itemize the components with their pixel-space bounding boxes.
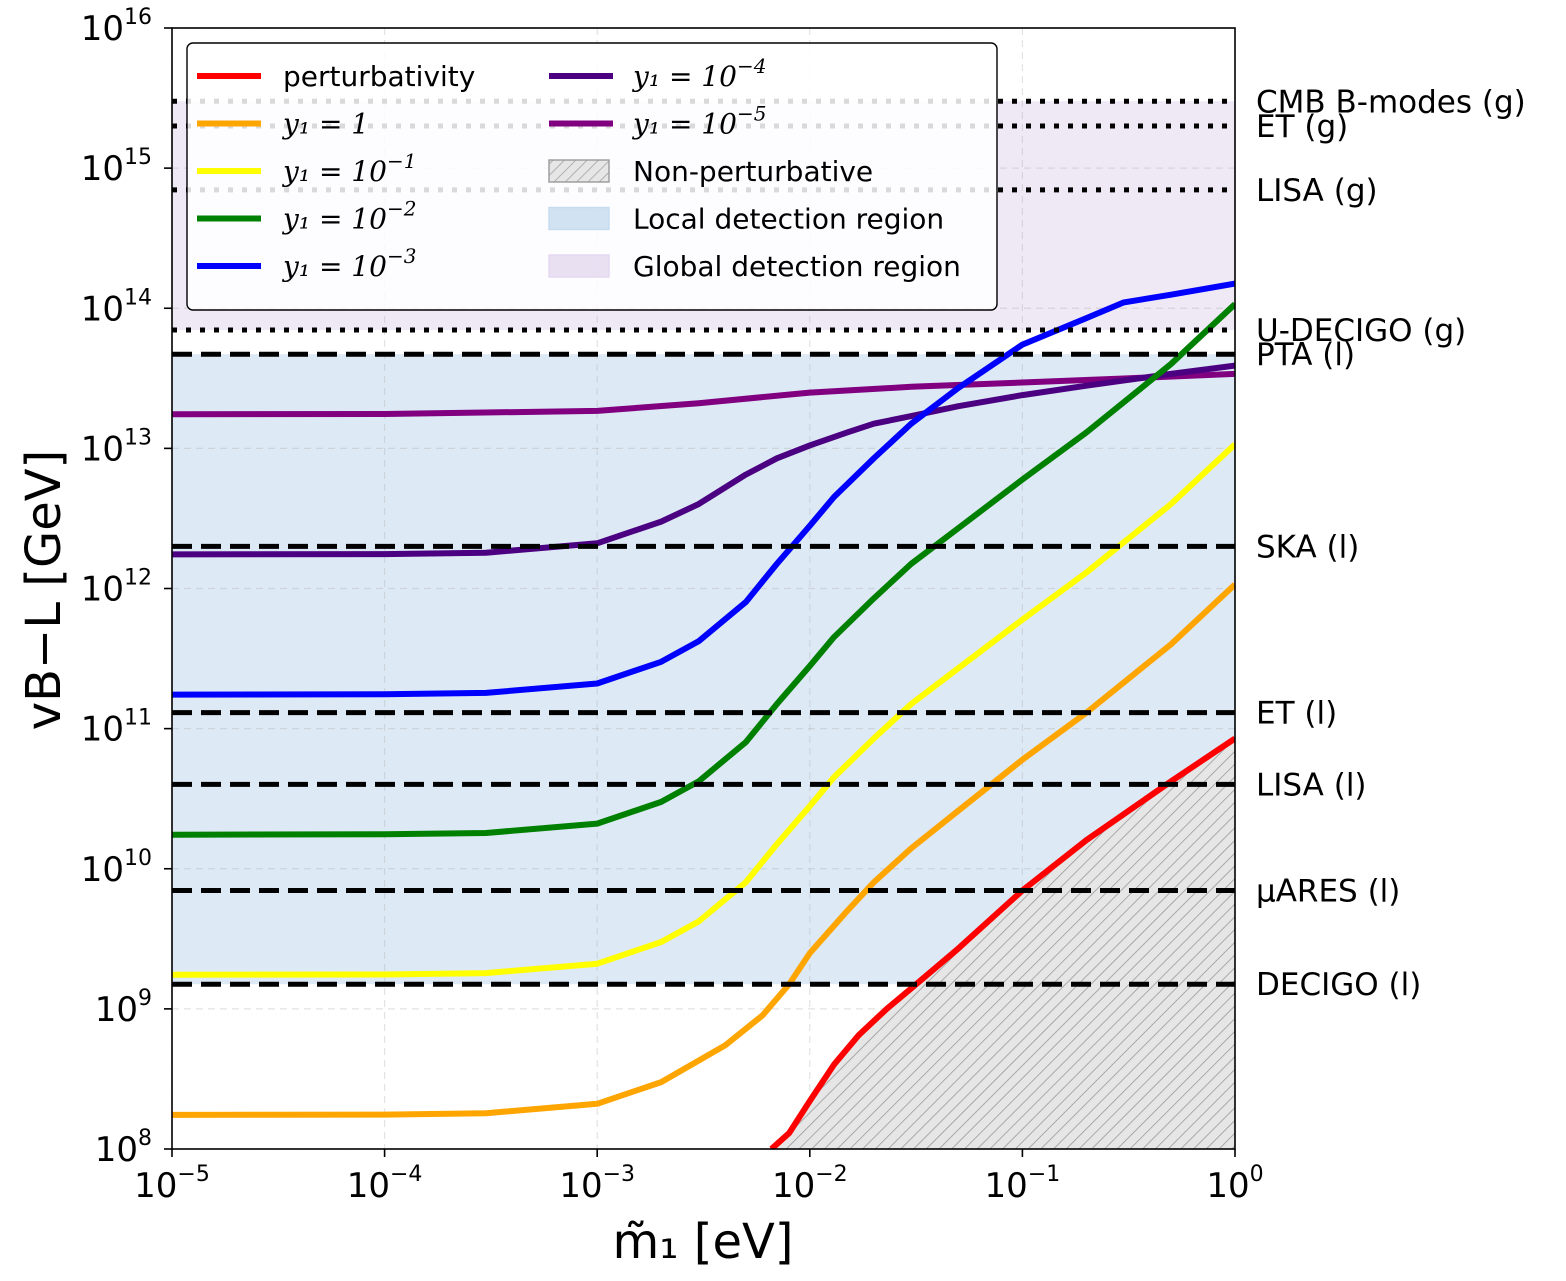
x-tick-base: 10 xyxy=(347,1166,390,1206)
y-tick-base: 10 xyxy=(81,429,124,469)
legend-label-text: perturbativity xyxy=(283,60,475,93)
x-tick-exponent: −2 xyxy=(815,1162,847,1187)
ref-label-u-decigo-g: U-DECIGO (g) xyxy=(1256,313,1466,349)
legend-swatch-global-detection-region xyxy=(548,254,610,278)
x-tick-base: 10 xyxy=(1206,1166,1249,1206)
y-tick-exponent: 8 xyxy=(138,1126,152,1151)
x-tick-label: 10−4 xyxy=(347,1162,423,1206)
legend-label-text: y₁ = 10 xyxy=(281,250,387,283)
legend-label-local-detection-region: Local detection region xyxy=(633,203,944,236)
legend-label-text: y₁ = 10 xyxy=(631,108,737,141)
series-line-y1-10-1 xyxy=(172,442,1235,978)
x-tick-exponent: −3 xyxy=(603,1162,635,1187)
y-tick-exponent: 12 xyxy=(124,566,152,591)
non-perturbative-area xyxy=(771,738,1235,1149)
legend-swatch-non-perturbative xyxy=(548,159,610,183)
y-tick-base: 10 xyxy=(81,570,124,610)
y-tick-label: 1011 xyxy=(81,706,152,750)
x-tick-label: 10−5 xyxy=(134,1162,210,1206)
ref-label-ares-l: μARES (l) xyxy=(1256,873,1400,909)
legend-label-non-perturbative: Non-perturbative xyxy=(633,155,873,188)
y-tick-exponent: 9 xyxy=(138,986,152,1011)
y-tick-exponent: 11 xyxy=(124,706,152,731)
x-tick-base: 10 xyxy=(134,1166,177,1206)
ref-label-lisa-g: LISA (g) xyxy=(1256,173,1378,209)
x-tick-base: 10 xyxy=(985,1166,1028,1206)
y-tick-exponent: 13 xyxy=(124,425,152,450)
x-tick-label: 10−1 xyxy=(985,1162,1061,1206)
legend-label-y1-10-5: y₁ = 10−5 xyxy=(631,102,766,141)
y-tick-label: 1016 xyxy=(81,5,152,49)
reference-lines xyxy=(172,98,1235,987)
x-axis-title: m̃₁ [eV] xyxy=(612,1214,793,1270)
non-perturbative-region xyxy=(771,738,1235,1149)
legend-swatch-local-detection-region xyxy=(548,206,610,231)
y-axis-title: vB−L [GeV] xyxy=(16,450,72,731)
y-tick-label: 1015 xyxy=(81,145,152,189)
series-lines xyxy=(172,280,1235,1149)
ref-label-cmb-b-modes-g: CMB B-modes (g) xyxy=(1256,84,1526,120)
ref-label-lisa-l: LISA (l) xyxy=(1256,767,1367,803)
ref-label-decigo-l: DECIGO (l) xyxy=(1256,967,1421,1003)
legend-label-text: y₁ = 1 xyxy=(281,108,369,141)
x-axis-ticks: 10−5 10−4 10−3 10−2 10−1 100 xyxy=(134,1149,1264,1206)
legend-label-y1-10-2: y₁ = 10−2 xyxy=(281,197,416,236)
x-tick-base: 10 xyxy=(559,1166,602,1206)
ref-label-et-l: ET (l) xyxy=(1256,696,1337,732)
y-tick-base: 10 xyxy=(81,149,124,189)
x-tick-base: 10 xyxy=(772,1166,815,1206)
y-tick-exponent: 14 xyxy=(124,285,152,310)
x-tick-exponent: −1 xyxy=(1028,1162,1060,1187)
series-line-y1-1 xyxy=(172,582,1235,1118)
y-tick-exponent: 15 xyxy=(124,145,152,170)
legend-label-exponent: −5 xyxy=(737,102,766,126)
legend-label-text: y₁ = 10 xyxy=(281,155,387,188)
legend-label-exponent: −3 xyxy=(387,244,416,268)
y-tick-exponent: 16 xyxy=(124,5,152,30)
x-tick-label: 10−3 xyxy=(559,1162,635,1206)
legend-label-text: y₁ = 10 xyxy=(631,60,737,93)
x-tick-label: 100 xyxy=(1206,1162,1263,1206)
y-tick-base: 10 xyxy=(95,1130,138,1170)
legend-label-y1-10-1: y₁ = 10−1 xyxy=(281,149,416,188)
x-tick-label: 10−2 xyxy=(772,1162,848,1206)
y-tick-label: 1014 xyxy=(81,285,152,329)
y-tick-exponent: 10 xyxy=(124,846,152,871)
legend-label-exponent: −2 xyxy=(387,197,416,221)
ref-label-ska-l: SKA (l) xyxy=(1256,529,1359,565)
legend-label-global-detection-region: Global detection region xyxy=(633,250,961,283)
legend-label-y1-1: y₁ = 1 xyxy=(281,108,369,141)
y-tick-base: 10 xyxy=(81,289,124,329)
series-line-y1-10-3 xyxy=(172,280,1235,698)
legend-label-y1-10-3: y₁ = 10−3 xyxy=(281,244,416,283)
y-tick-base: 10 xyxy=(81,9,124,49)
legend-label-y1-10-4: y₁ = 10−4 xyxy=(631,54,766,93)
x-tick-exponent: 0 xyxy=(1250,1162,1264,1187)
y-tick-label: 109 xyxy=(95,986,152,1030)
ref-label-pta-l: PTA (l) xyxy=(1256,337,1355,373)
legend-label-exponent: −4 xyxy=(737,54,766,78)
y-tick-base: 10 xyxy=(81,710,124,750)
ref-label-et-g: ET (g) xyxy=(1256,109,1348,145)
y-tick-label: 1010 xyxy=(81,846,152,890)
legend-label-exponent: −1 xyxy=(387,149,416,173)
x-tick-exponent: −5 xyxy=(177,1162,209,1187)
series-line-perturbativity xyxy=(769,736,1235,1149)
y-tick-base: 10 xyxy=(95,990,138,1030)
y-tick-label: 1013 xyxy=(81,425,152,469)
y-tick-label: 1012 xyxy=(81,566,152,610)
series-line-y1-10-5 xyxy=(172,370,1235,418)
legend-label-text: y₁ = 10 xyxy=(281,203,387,236)
x-tick-exponent: −4 xyxy=(390,1162,422,1187)
series-line-y1-10-2 xyxy=(172,301,1235,838)
y-tick-label: 108 xyxy=(95,1126,152,1170)
reference-labels: CMB B-modes (g)ET (g) LISA (g) U-DECIGO (g… xyxy=(1256,84,1526,1003)
y-tick-base: 10 xyxy=(81,850,124,890)
legend-label-perturbativity: perturbativity xyxy=(283,60,475,93)
